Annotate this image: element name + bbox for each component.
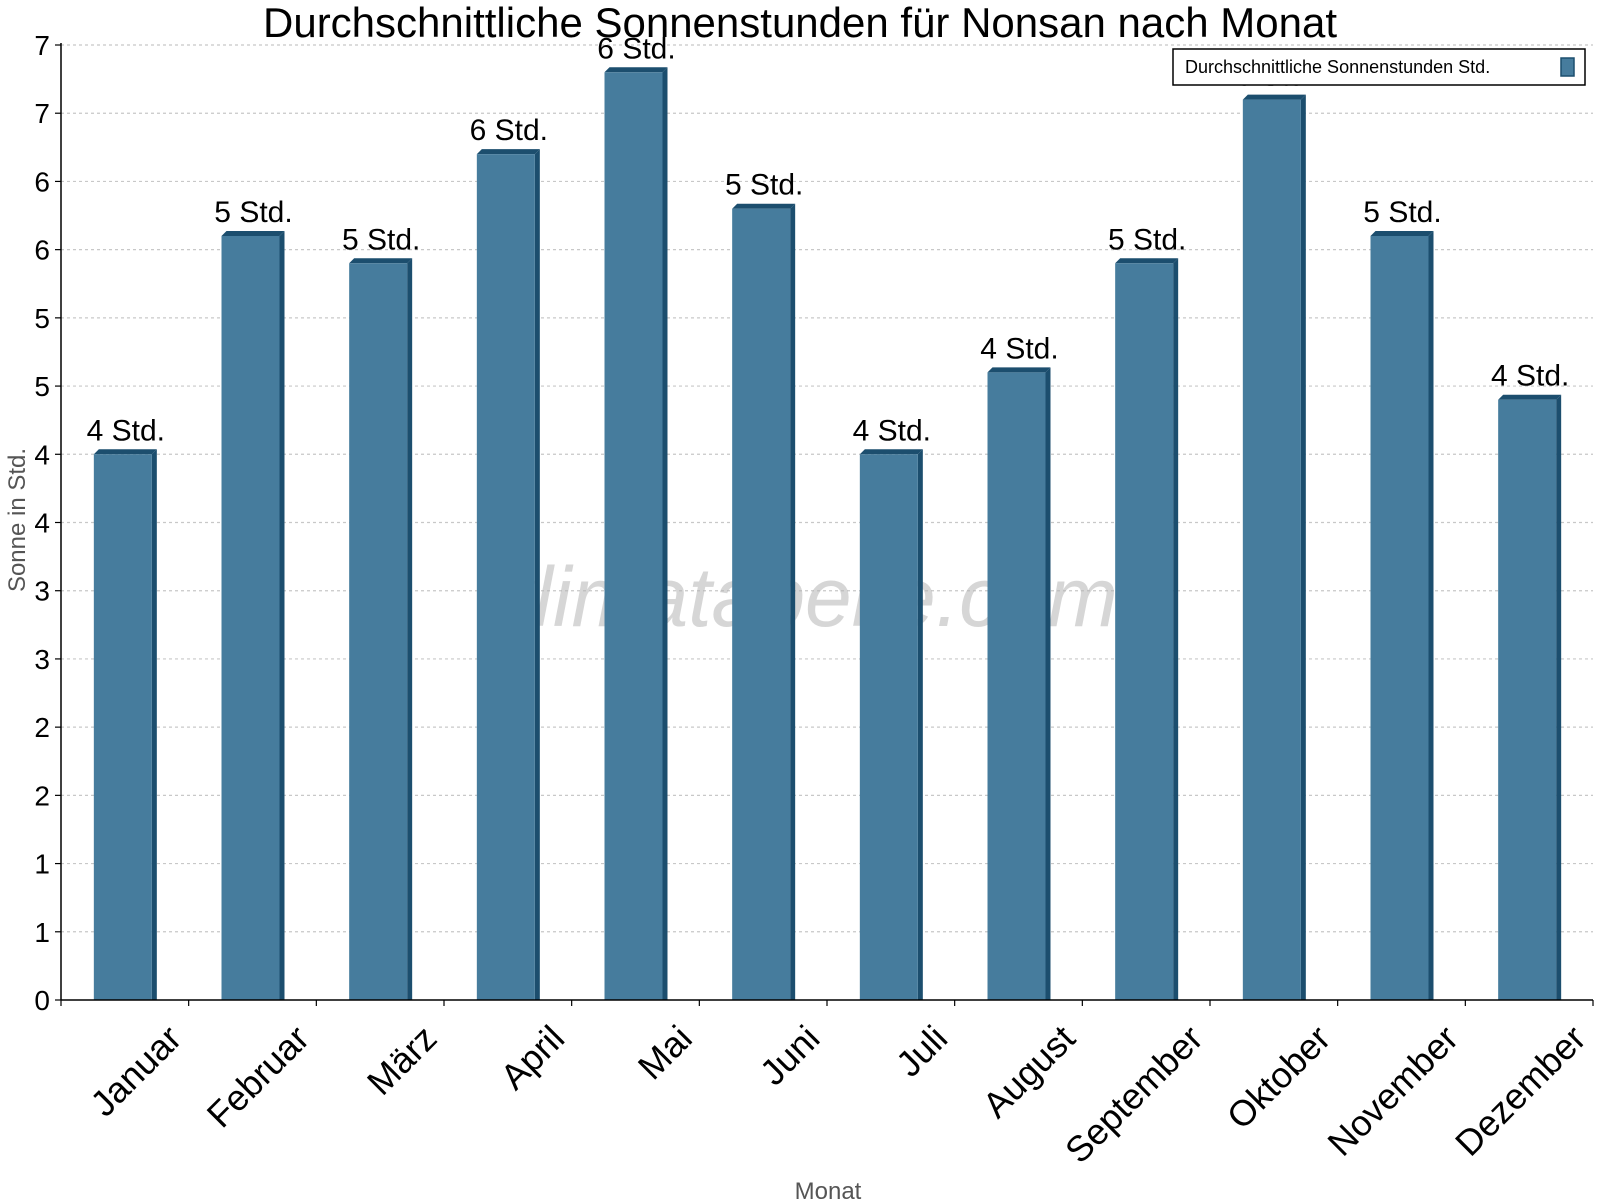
y-tick-label: 6 [34, 166, 50, 197]
bar-value-label: 4 Std. [87, 414, 165, 447]
bar [1115, 263, 1174, 1000]
axes [60, 43, 1593, 1001]
bar-value-label: 4 Std. [853, 414, 931, 447]
bar [732, 208, 791, 1000]
bar-side [279, 231, 285, 1000]
bar-top [1498, 394, 1562, 400]
x-category-label: April [492, 1017, 572, 1097]
bars [93, 67, 1562, 1001]
x-category-label: Mai [630, 1017, 700, 1087]
y-tick-label: 2 [34, 780, 50, 811]
y-axis-title: Sonne in Std. [4, 448, 31, 592]
x-axis-title: Monat [795, 1178, 862, 1200]
y-tick-label: 6 [34, 235, 50, 266]
bar-side [662, 67, 668, 1001]
bar [859, 454, 918, 1000]
legend: Durchschnittliche Sonnenstunden Std. [1172, 48, 1586, 86]
bar-value-label: 5 Std. [1363, 196, 1441, 229]
bar [93, 454, 152, 1000]
data-labels: 4 Std. 5 Std. 5 Std. 6 Std. 6 Std. 5 Std. 4 St… [87, 32, 1570, 447]
x-category-label: Oktober [1219, 1017, 1339, 1137]
legend-label: Durchschnittliche Sonnenstunden Std. [1185, 57, 1490, 77]
bar [987, 372, 1046, 1000]
bar [1242, 99, 1301, 1001]
bar-side [151, 449, 157, 1000]
bar-side [534, 149, 540, 1001]
bar [349, 263, 408, 1000]
grid-lines [61, 44, 1593, 933]
x-category-label: August [975, 1017, 1083, 1125]
legend-swatch [1560, 57, 1575, 77]
bar-value-label: 5 Std. [1108, 223, 1186, 256]
y-tick-label: 7 [34, 98, 50, 129]
bar-top [604, 67, 668, 73]
bar-value-label: 4 Std. [980, 332, 1058, 365]
bar-value-label: 4 Std. [1491, 360, 1569, 393]
bar-value-label: 5 Std. [342, 223, 420, 256]
bar-top [221, 231, 285, 236]
y-tick-label: 5 [34, 303, 50, 334]
bar-side [1045, 367, 1051, 1000]
bar-side [1556, 394, 1562, 1000]
x-axis-ticks: Januar Februar März April Mai Juni Juli AugustS… [60, 1000, 1594, 1171]
bar-top [1115, 258, 1179, 264]
y-tick-label: 1 [34, 849, 50, 880]
bar-side [790, 203, 796, 1000]
bar-top [732, 203, 796, 209]
bar-side [407, 258, 413, 1000]
y-tick-label: 1 [34, 917, 50, 948]
bar-side [1300, 94, 1306, 1001]
bar [1498, 399, 1557, 1000]
bar [221, 236, 280, 1000]
x-category-label: Juli [888, 1017, 955, 1084]
y-tick-label: 5 [34, 371, 50, 402]
bar-side [1428, 231, 1434, 1000]
x-category-label: September [1057, 1017, 1211, 1171]
bar-top [1242, 94, 1306, 100]
y-tick-label: 4 [34, 439, 50, 470]
x-category-label: Februar [199, 1017, 317, 1135]
bar-side [1173, 258, 1179, 1000]
bar-top [476, 149, 540, 155]
y-tick-label: 3 [34, 576, 50, 607]
bar-top [1370, 231, 1434, 236]
bar-value-label: 6 Std. [470, 114, 548, 147]
bar-top [859, 449, 923, 455]
chart-title: Durchschnittliche Sonnenstunden für Nons… [263, 0, 1337, 46]
bar-top [987, 367, 1051, 373]
y-tick-label: 7 [34, 30, 50, 61]
y-tick-label: 4 [34, 508, 50, 539]
x-category-label: November [1319, 1017, 1465, 1163]
bar [1370, 236, 1429, 1000]
x-category-label: Juni [752, 1017, 828, 1093]
bar [476, 154, 535, 1001]
x-category-label: Januar [82, 1017, 189, 1124]
bar-side [917, 449, 923, 1000]
x-category-label: Dezember [1447, 1017, 1593, 1163]
bar-value-label: 5 Std. [214, 196, 292, 229]
y-tick-label: 0 [34, 985, 50, 1016]
y-axis-ticks: 0 1 1 2 2 3 3 4 4 5 5 6 6 7 7 [34, 30, 61, 1016]
bar-value-label: 6 Std. [597, 32, 675, 65]
bar-top [349, 258, 413, 264]
legend-box [1172, 48, 1586, 86]
bar-top [93, 449, 157, 455]
bar-value-label: 5 Std. [725, 169, 803, 202]
x-category-label: März [359, 1017, 445, 1103]
bar [604, 72, 663, 1001]
y-tick-label: 2 [34, 712, 50, 743]
y-tick-label: 3 [34, 644, 50, 675]
